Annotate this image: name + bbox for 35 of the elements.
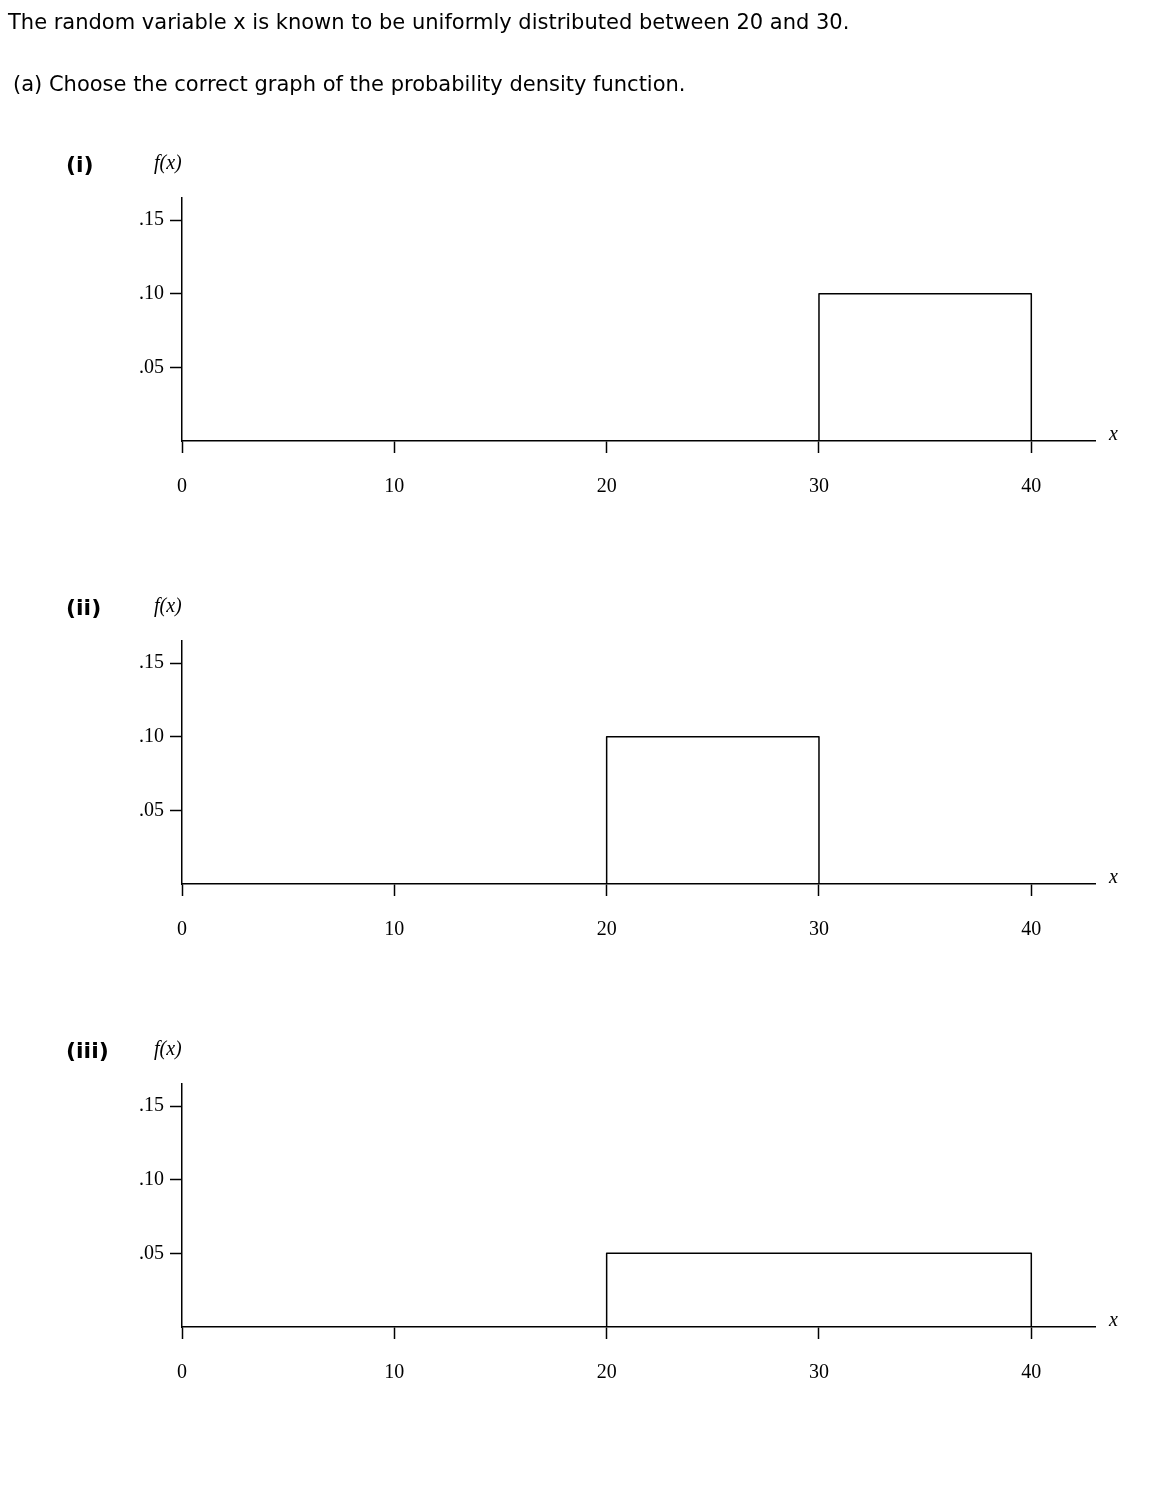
text: The random variable x is known to be uniformly distributed between 20 and 30. xyxy=(8,10,851,34)
x-tick-label: 30 xyxy=(808,917,829,940)
y-tick-label: .05 xyxy=(139,797,164,820)
y-axis-title: f(x) xyxy=(154,594,183,618)
x-tick-label: 20 xyxy=(596,474,617,497)
text: (a) Choose the correct graph of the probability density function. xyxy=(13,72,687,96)
y-tick-label: .05 xyxy=(139,1240,164,1263)
x-tick-label: 20 xyxy=(596,917,617,940)
x-tick-label: 20 xyxy=(596,1360,617,1383)
x-tick-label: 40 xyxy=(1021,917,1042,940)
y-axis-title: f(x) xyxy=(154,151,183,175)
x-tick-label: 30 xyxy=(808,1360,829,1383)
x-tick-label: 40 xyxy=(1021,1360,1042,1383)
y-tick-label: .10 xyxy=(139,723,164,746)
x-tick-label: 10 xyxy=(384,917,405,940)
x-tick-label: 0 xyxy=(177,474,187,497)
chart-title: (i) xyxy=(66,151,94,177)
y-tick-label: .15 xyxy=(139,1093,164,1116)
x-axis-title: x xyxy=(1108,865,1118,888)
x-tick-label: 40 xyxy=(1021,474,1042,497)
y-tick-label: .10 xyxy=(139,280,164,303)
x-tick-label: 30 xyxy=(808,474,829,497)
x-axis-title: x xyxy=(1108,422,1118,445)
y-tick-label: .15 xyxy=(139,650,164,673)
x-tick-label: 0 xyxy=(177,1360,187,1383)
y-tick-label: .05 xyxy=(139,354,164,377)
chart-title: (iii) xyxy=(66,1037,109,1063)
x-tick-label: 0 xyxy=(177,917,187,940)
chart-title: (ii) xyxy=(66,594,102,620)
x-tick-label: 10 xyxy=(384,474,405,497)
y-tick-label: .15 xyxy=(139,207,164,230)
y-axis-title: f(x) xyxy=(154,1037,183,1061)
x-axis-title: x xyxy=(1108,1308,1118,1331)
y-tick-label: .10 xyxy=(139,1166,164,1189)
x-tick-label: 10 xyxy=(384,1360,405,1383)
